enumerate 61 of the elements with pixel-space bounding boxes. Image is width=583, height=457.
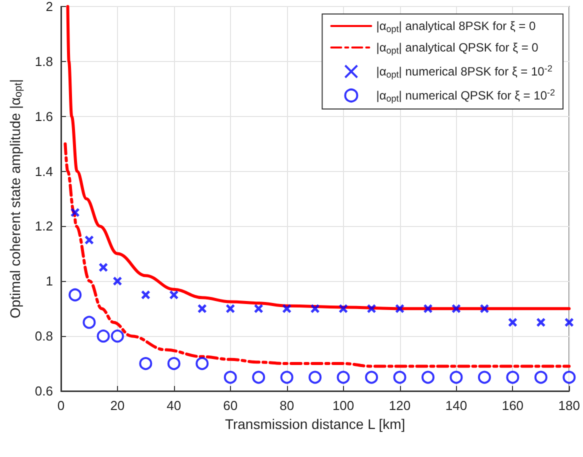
point bbox=[98, 262, 108, 272]
point bbox=[252, 370, 266, 384]
y-tick-label: 1 bbox=[46, 274, 53, 289]
y-tick-label: 1.4 bbox=[34, 164, 53, 179]
point bbox=[536, 318, 546, 328]
point bbox=[110, 330, 124, 343]
y-tick-label: 0.6 bbox=[34, 384, 53, 398]
point bbox=[197, 304, 207, 314]
x-tick-label: 140 bbox=[445, 398, 468, 413]
point bbox=[224, 370, 237, 384]
point bbox=[70, 208, 80, 218]
point bbox=[508, 318, 518, 328]
point bbox=[338, 304, 348, 314]
point bbox=[68, 288, 82, 302]
x-tick-label: 180 bbox=[558, 398, 580, 413]
point bbox=[140, 290, 150, 300]
x-tick-label: 120 bbox=[388, 398, 411, 413]
x-tick-label: 100 bbox=[332, 398, 354, 413]
point bbox=[395, 304, 405, 314]
point bbox=[478, 370, 491, 384]
point bbox=[96, 330, 110, 343]
point bbox=[169, 290, 179, 300]
x-tick-label: 80 bbox=[280, 398, 294, 413]
point bbox=[226, 304, 236, 314]
point bbox=[196, 357, 209, 370]
point bbox=[423, 304, 433, 314]
y-tick-label: 2 bbox=[46, 0, 53, 14]
point bbox=[282, 304, 292, 314]
point bbox=[310, 304, 320, 314]
x-tick-label: 20 bbox=[110, 398, 125, 413]
point bbox=[450, 370, 463, 384]
point bbox=[534, 370, 548, 384]
x-tick-label: 160 bbox=[502, 398, 524, 413]
x-tick-label: 40 bbox=[166, 398, 182, 413]
point bbox=[84, 235, 94, 245]
y-tick-label: 1.6 bbox=[34, 108, 53, 124]
point bbox=[422, 370, 434, 384]
point bbox=[564, 318, 574, 328]
point bbox=[139, 357, 152, 370]
point bbox=[366, 304, 376, 314]
point bbox=[167, 357, 180, 370]
point bbox=[506, 370, 520, 384]
point bbox=[82, 316, 96, 329]
x-tick-label: 0 bbox=[57, 398, 65, 413]
point bbox=[308, 370, 322, 384]
x-tick-label: 60 bbox=[223, 398, 238, 413]
point bbox=[393, 370, 406, 384]
y-axis-title: Optimal coherent state amplitude |αopt| bbox=[7, 79, 24, 318]
y-tick-label: 1.2 bbox=[34, 218, 53, 234]
point bbox=[480, 304, 490, 314]
point bbox=[280, 370, 294, 384]
y-tick-label: 0.8 bbox=[34, 328, 53, 344]
line-series bbox=[66, 5, 571, 310]
point bbox=[254, 304, 264, 314]
point bbox=[112, 276, 122, 286]
x-axis-title: Transmission distance L [km] bbox=[224, 416, 406, 432]
point bbox=[365, 370, 378, 384]
point bbox=[451, 304, 461, 314]
point bbox=[562, 370, 576, 384]
point bbox=[336, 370, 350, 384]
y-tick-label: 1.8 bbox=[34, 54, 53, 69]
